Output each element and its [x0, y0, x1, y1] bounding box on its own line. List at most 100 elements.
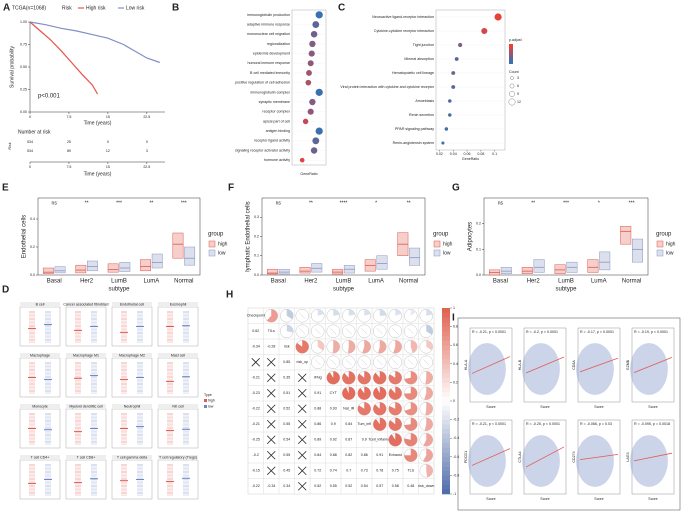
- stat-label: R = -0.25, p < 0.0001: [526, 422, 560, 426]
- pie: [357, 386, 371, 400]
- y-tick-label: 0.0: [254, 273, 259, 277]
- box: [500, 267, 512, 274]
- category-label: Tight junction: [413, 43, 434, 47]
- insignificant: [266, 466, 276, 476]
- pie: [376, 359, 383, 366]
- dot: [481, 27, 488, 35]
- color-bar: [509, 56, 513, 60]
- risk-count: 0: [107, 140, 109, 144]
- corr-value: 0.54: [361, 484, 368, 488]
- corr-value: 0.86: [361, 453, 368, 457]
- y-tick-label: 0.00: [20, 110, 27, 114]
- subplot-title: Cancer associated fibroblast: [63, 302, 108, 306]
- pie: [388, 433, 402, 447]
- regression-line: [633, 356, 673, 374]
- chart-title: TCGA(n=1068): [12, 5, 46, 11]
- box: [376, 255, 388, 270]
- pie: [286, 309, 294, 320]
- box: [299, 267, 311, 274]
- legend-label: high: [208, 398, 215, 402]
- insignificant: [297, 373, 307, 383]
- insignificant: [297, 466, 307, 476]
- corr-value: 0.57: [376, 484, 383, 488]
- legend-label: low: [443, 250, 451, 256]
- pie-outline: [326, 355, 340, 369]
- category-label: Viral protein interaction with cytokine …: [340, 85, 434, 89]
- dot: [494, 13, 502, 21]
- insignificant: [266, 450, 276, 460]
- significance: **: [309, 200, 313, 206]
- regression-line: [525, 446, 565, 468]
- strip: [112, 404, 152, 409]
- size-key: [510, 76, 514, 80]
- pie: [379, 309, 387, 316]
- y-tick-label: 1.00: [20, 20, 27, 24]
- corr-value: 0.74: [330, 469, 337, 473]
- panel-frame: [457, 317, 681, 511]
- pie-outline: [388, 355, 402, 369]
- dot: [451, 71, 456, 75]
- panel-letter: E: [2, 183, 9, 194]
- pie: [388, 386, 402, 400]
- pie: [426, 309, 433, 316]
- pie-outline: [295, 309, 309, 323]
- color-bar: [442, 405, 450, 411]
- colorbar-label: -1: [453, 492, 456, 496]
- pie: [330, 359, 337, 366]
- x-axis-title: Score: [648, 405, 657, 409]
- variable-label: TILs: [268, 329, 275, 333]
- survival-line: [29, 21, 161, 64]
- color-bar: [442, 363, 450, 369]
- significance: **: [407, 200, 411, 206]
- color-bar: [442, 410, 450, 416]
- pie: [426, 464, 433, 478]
- color-bar: [442, 377, 450, 383]
- significance: **: [531, 200, 535, 206]
- category-label: receptor complex: [262, 110, 290, 114]
- corr-value: 0.35: [283, 376, 290, 380]
- dot: [444, 127, 449, 131]
- category-label: Cytokine-cytokine receptor interaction: [374, 29, 434, 33]
- pie-outline: [373, 355, 387, 369]
- pie: [388, 417, 402, 431]
- stat-label: R = -0.21, p < 0.0001: [472, 330, 506, 334]
- pie: [373, 417, 387, 431]
- risk-count: 89: [67, 149, 71, 153]
- color-bar: [442, 433, 450, 439]
- category-label: mononuclear cell migration: [247, 32, 290, 36]
- dot: [451, 85, 456, 89]
- panel-letter: B: [172, 3, 179, 14]
- x-axis-title: subtype: [555, 287, 577, 293]
- corr-value: 0.84: [314, 453, 321, 457]
- pie-outline: [326, 324, 340, 338]
- insignificant: [266, 419, 276, 429]
- legend-title: group: [208, 232, 224, 238]
- y-axis-title: Adipocytes: [468, 222, 474, 251]
- pie-outline: [373, 324, 387, 338]
- pie: [295, 340, 309, 354]
- significance: ns: [498, 200, 504, 206]
- corr-value: 0.55: [283, 453, 290, 457]
- subplot-title: Macrophage: [30, 353, 50, 357]
- panel-letter: D: [2, 285, 9, 296]
- box: [632, 238, 644, 263]
- x-tick-label: 0: [29, 115, 31, 119]
- legend-swatch: [204, 399, 207, 402]
- y-axis-title: Endothelial cells: [22, 215, 28, 258]
- y-axis-title: GZMB: [626, 359, 630, 370]
- pie: [392, 328, 399, 335]
- box: [332, 268, 344, 275]
- pie-outline: [419, 355, 433, 369]
- corr-value: 0.91: [376, 453, 383, 457]
- survival-line: [29, 21, 99, 95]
- subplot-title: B cell: [36, 302, 45, 306]
- corr-value: 0.52: [283, 407, 290, 411]
- annotation: p<0.001: [38, 94, 61, 100]
- point-cloud: [522, 435, 560, 487]
- y-tick-label: 0.4: [30, 217, 35, 221]
- insignificant: [266, 388, 276, 398]
- color-bar: [442, 456, 450, 462]
- strip: [20, 455, 60, 460]
- dot: [305, 79, 312, 86]
- significance: ***: [116, 200, 122, 206]
